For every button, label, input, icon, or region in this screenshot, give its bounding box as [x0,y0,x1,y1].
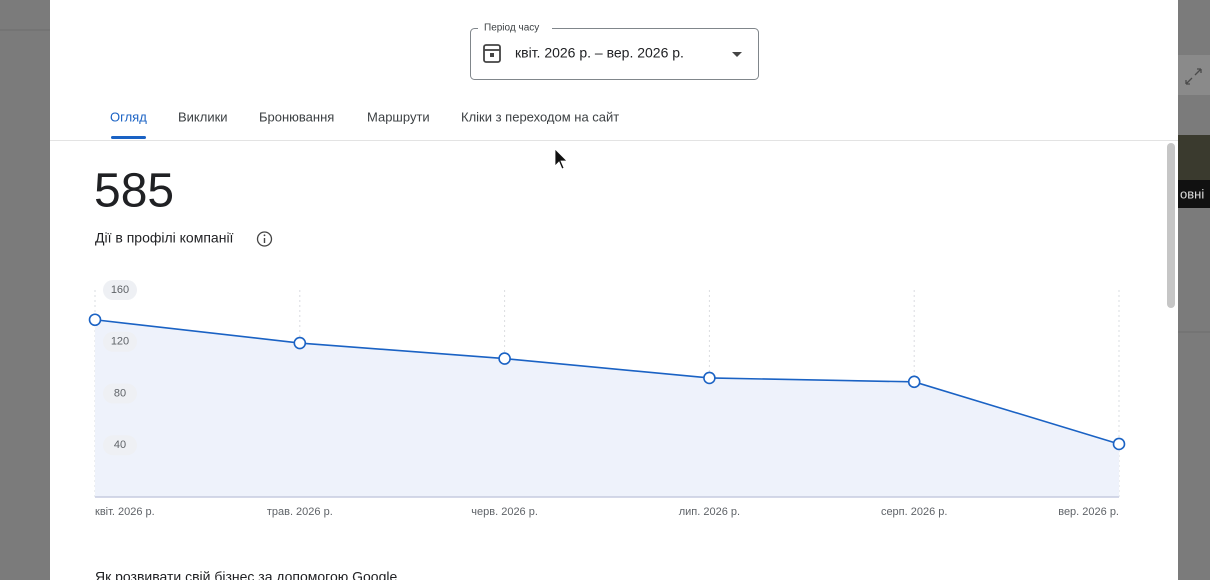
line [94,318,1120,445]
point[interactable] [1112,437,1126,451]
calendar-icon [483,44,501,63]
bg-button [1178,55,1210,95]
chart: 40 80 120 160 квіт. 2026 р. трав. 2026 р. черв… [88,280,1126,518]
summary-label: Дії в профілі компанії [95,230,234,246]
point[interactable] [907,375,921,389]
calendar-icon-dot [490,53,494,57]
tab[interactable]: Маршрути [367,109,430,124]
info-icon-dot [263,234,266,237]
y-tick-pill [103,331,137,352]
dropdown-arrow [732,52,742,57]
expand-icon [1185,68,1202,85]
x-tick-label: серп. 2026 р. [881,506,948,518]
point[interactable] [88,313,102,327]
area [95,319,1119,497]
period-picker[interactable]: Період часу квіт. 2026 р. – вер. 2026 р. [470,20,759,80]
picker-label: Період часу [484,23,539,34]
point[interactable] [293,336,307,350]
y-tick-label: 80 [114,387,126,399]
x-tick-label: трав. 2026 р. [267,506,333,518]
tabs: Огляд Виклики Бронювання Маршрути Кліки з пе… [110,109,619,124]
tab[interactable]: Огляд [110,109,147,124]
y-tick-label: 40 [114,439,126,451]
x-tick-label: вер. 2026 р. [1058,506,1119,518]
x-tick-label: квіт. 2026 р. [95,506,155,518]
point[interactable] [703,371,716,385]
y-tick-label: 160 [111,284,129,296]
x-tick-label: черв. 2026 р. [471,506,538,518]
scrollbar [1167,143,1175,308]
tab[interactable]: Бронювання [259,109,334,124]
section-title: Як розвивати свій бізнес за допомогою Go… [95,569,397,580]
bg-label-box [1178,180,1210,208]
cursor [554,148,568,170]
point[interactable] [498,352,511,365]
x-tick-label: лип. 2026 р. [679,506,740,518]
y-tick-label: 120 [111,336,129,348]
picker-outline [470,28,759,80]
bg-text: овні [1180,186,1204,201]
picker-value: квіт. 2026 р. – вер. 2026 р. [515,45,684,61]
picker-label-bg [478,20,552,34]
info-icon[interactable] [256,231,273,247]
y-tick-pill [103,280,137,300]
tab[interactable]: Кліки з переходом на сайт [461,109,619,124]
tab[interactable]: Виклики [178,109,228,124]
summary-total: 585 [94,165,174,218]
y-tick-pill [103,435,137,456]
active-tab-indicator [111,136,146,139]
y-tick-pill [103,383,137,404]
